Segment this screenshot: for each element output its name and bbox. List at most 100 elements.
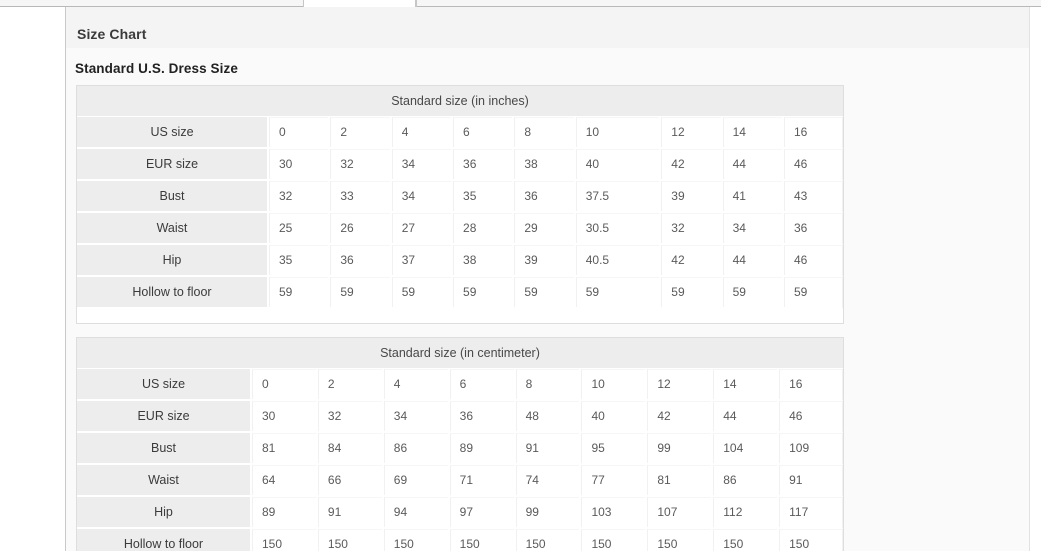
size-value-cell: 16 bbox=[779, 369, 843, 401]
browser-tab-active[interactable] bbox=[303, 0, 416, 7]
size-chart-title-band bbox=[66, 7, 1029, 48]
size-value-cell: 39 bbox=[514, 245, 576, 277]
size-table-centimeter: Standard size (in centimeter) US size 0 2 4 6… bbox=[76, 337, 844, 551]
browser-tab-strip bbox=[0, 0, 1041, 7]
size-value-cell: 0 bbox=[269, 117, 331, 149]
row-label: Hip bbox=[77, 245, 269, 277]
size-value-cell: 109 bbox=[779, 433, 843, 465]
size-value-cell: 117 bbox=[779, 497, 843, 529]
size-value-cell: 28 bbox=[453, 213, 515, 245]
size-value-cell: 64 bbox=[252, 465, 318, 497]
row-label: EUR size bbox=[77, 401, 252, 433]
browser-tab-next[interactable] bbox=[416, 0, 417, 7]
size-value-cell: 36 bbox=[330, 245, 392, 277]
size-value-cell: 46 bbox=[783, 245, 843, 277]
row-label: Bust bbox=[77, 181, 269, 213]
page-gutter-left bbox=[0, 7, 65, 551]
table-spacer-row bbox=[77, 309, 843, 323]
size-value-cell: 81 bbox=[252, 433, 318, 465]
size-value-cell: 38 bbox=[514, 149, 576, 181]
size-value-cell: 35 bbox=[269, 245, 331, 277]
row-label: Waist bbox=[77, 465, 252, 497]
size-value-cell: 59 bbox=[575, 277, 662, 309]
table-row: Hip 89 91 94 97 99 103 107 112 117 bbox=[77, 497, 843, 529]
row-label: US size bbox=[77, 117, 269, 149]
size-value-cell: 26 bbox=[330, 213, 392, 245]
size-value-cell: 34 bbox=[383, 401, 450, 433]
size-value-cell: 46 bbox=[779, 401, 843, 433]
size-value-cell: 30 bbox=[252, 401, 318, 433]
size-value-cell: 150 bbox=[581, 529, 648, 551]
table-row: Waist 64 66 69 71 74 77 81 86 91 bbox=[77, 465, 843, 497]
size-value-cell: 103 bbox=[581, 497, 648, 529]
size-value-cell: 8 bbox=[514, 117, 576, 149]
size-value-cell: 59 bbox=[783, 277, 843, 309]
size-value-cell: 66 bbox=[317, 465, 384, 497]
size-value-cell: 44 bbox=[722, 245, 784, 277]
row-label: EUR size bbox=[77, 149, 269, 181]
size-value-cell: 150 bbox=[779, 529, 843, 551]
size-value-cell: 30.5 bbox=[575, 213, 662, 245]
size-value-cell: 91 bbox=[515, 433, 582, 465]
size-value-cell: 36 bbox=[449, 401, 516, 433]
size-value-cell: 0 bbox=[252, 369, 318, 401]
table-row: US size 0 2 4 6 8 10 12 14 16 bbox=[77, 369, 843, 401]
page-gutter-right bbox=[1030, 7, 1041, 551]
size-value-cell: 34 bbox=[722, 213, 784, 245]
size-value-cell: 91 bbox=[317, 497, 384, 529]
row-label: Hollow to floor bbox=[77, 277, 269, 309]
table-caption: Standard size (in inches) bbox=[77, 86, 843, 117]
size-value-cell: 30 bbox=[269, 149, 331, 181]
size-value-cell: 36 bbox=[514, 181, 576, 213]
size-value-cell: 27 bbox=[391, 213, 454, 245]
size-value-cell: 59 bbox=[722, 277, 784, 309]
size-value-cell: 99 bbox=[647, 433, 714, 465]
size-value-cell: 95 bbox=[581, 433, 648, 465]
size-value-cell: 36 bbox=[783, 213, 843, 245]
size-value-cell: 37 bbox=[391, 245, 454, 277]
size-value-cell: 40 bbox=[575, 149, 662, 181]
size-value-cell: 12 bbox=[661, 117, 723, 149]
size-value-cell: 86 bbox=[713, 465, 780, 497]
size-value-cell: 14 bbox=[722, 117, 784, 149]
size-value-cell: 104 bbox=[713, 433, 780, 465]
size-value-cell: 112 bbox=[713, 497, 780, 529]
size-value-cell: 71 bbox=[449, 465, 516, 497]
size-value-cell: 34 bbox=[391, 181, 454, 213]
section-heading: Standard U.S. Dress Size bbox=[75, 61, 238, 76]
size-value-cell: 42 bbox=[661, 245, 723, 277]
size-value-cell: 40 bbox=[581, 401, 648, 433]
table-row: EUR size 30 32 34 36 48 40 42 44 46 bbox=[77, 401, 843, 433]
table-caption: Standard size (in centimeter) bbox=[77, 338, 843, 369]
size-value-cell: 150 bbox=[713, 529, 780, 551]
size-value-cell: 48 bbox=[515, 401, 582, 433]
size-value-cell: 10 bbox=[581, 369, 648, 401]
size-chart-panel: Size Chart Standard U.S. Dress Size Stan… bbox=[65, 7, 1030, 551]
size-value-cell: 59 bbox=[453, 277, 515, 309]
size-value-cell: 4 bbox=[391, 117, 454, 149]
size-table-inches: Standard size (in inches) US size 0 2 4 6 8 10 1… bbox=[76, 85, 844, 324]
size-value-cell: 6 bbox=[449, 369, 516, 401]
size-value-cell: 44 bbox=[722, 149, 784, 181]
size-value-cell: 91 bbox=[779, 465, 843, 497]
size-value-cell: 97 bbox=[449, 497, 516, 529]
size-value-cell: 150 bbox=[647, 529, 714, 551]
size-value-cell: 35 bbox=[453, 181, 515, 213]
size-value-cell: 150 bbox=[449, 529, 516, 551]
size-value-cell: 94 bbox=[383, 497, 450, 529]
size-value-cell: 36 bbox=[453, 149, 515, 181]
size-value-cell: 99 bbox=[515, 497, 582, 529]
size-value-cell: 29 bbox=[514, 213, 576, 245]
size-value-cell: 34 bbox=[391, 149, 454, 181]
table-row: Bust 32 33 34 35 36 37.5 39 41 43 bbox=[77, 181, 843, 213]
size-value-cell: 14 bbox=[713, 369, 780, 401]
size-value-cell: 25 bbox=[269, 213, 331, 245]
table-caption-row: Standard size (in centimeter) bbox=[77, 338, 843, 369]
table-row: Hip 35 36 37 38 39 40.5 42 44 46 bbox=[77, 245, 843, 277]
table-spacer bbox=[77, 309, 843, 323]
size-value-cell: 107 bbox=[647, 497, 714, 529]
row-label: US size bbox=[77, 369, 252, 401]
size-value-cell: 16 bbox=[783, 117, 843, 149]
table-row: Waist 25 26 27 28 29 30.5 32 34 36 bbox=[77, 213, 843, 245]
